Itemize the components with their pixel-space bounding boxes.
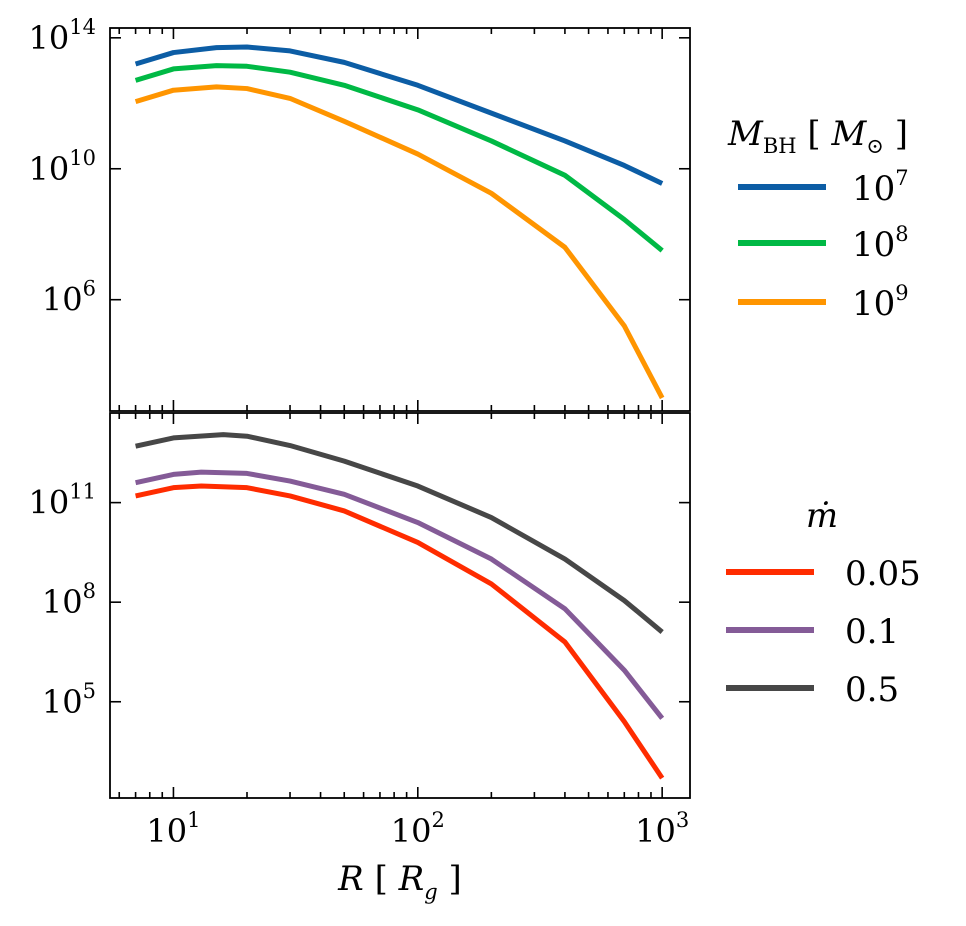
y-tick-label: 105	[42, 679, 96, 721]
legend-label-base: 10	[852, 284, 895, 324]
legend-label-10^9: 109	[852, 281, 909, 324]
series-line-10^7	[134, 44, 664, 186]
x-label-unit-sub: g	[424, 880, 437, 904]
y-tick-exponent: 5	[83, 679, 96, 703]
legend-label-exponent: 9	[895, 281, 908, 305]
y-tick-exponent: 8	[83, 579, 96, 603]
legend-label-10^8: 108	[852, 222, 909, 265]
x-axis-label: R [ Rg ]	[337, 859, 462, 904]
y-tick-label: 1011	[29, 480, 96, 522]
y-tick-base: 10	[29, 19, 70, 57]
legend-title-bracket-open: [	[797, 114, 832, 154]
y-tick-exponent: 14	[69, 15, 96, 39]
legend-label-exponent: 8	[895, 222, 908, 246]
series-line-10^9	[134, 84, 665, 400]
y-tick-base: 10	[42, 583, 83, 621]
y-tick-label: 1010	[29, 146, 96, 188]
y-tick-base: 10	[29, 484, 70, 522]
x-tick-base: 10	[146, 812, 187, 850]
legend-label-base: 10	[852, 169, 895, 209]
plot-frame	[109, 27, 691, 412]
legend-label-exponent: 7	[895, 166, 908, 190]
legend-title-unit: M	[830, 114, 867, 154]
x-tick-label: 102	[391, 808, 445, 850]
x-tick-label: 103	[635, 808, 689, 850]
legend-label-10^7: 107	[852, 166, 909, 209]
x-label-bracket-open: [	[364, 859, 399, 899]
y-tick-exponent: 10	[69, 146, 96, 170]
x-tick-label: 101	[146, 808, 200, 850]
y-tick-base: 10	[42, 281, 83, 319]
y-tick-label: 108	[42, 579, 96, 621]
series-line-10^8	[134, 63, 664, 253]
series-line-0.5	[135, 432, 664, 634]
y-tick-label: 1014	[29, 15, 96, 57]
x-label-symbol: R	[337, 859, 364, 899]
legend-label-0.05: 0.05	[845, 554, 921, 594]
legend-accretion-rate: ṁ0.05 0.1 0.5	[726, 496, 921, 710]
x-tick-exponent: 3	[676, 808, 689, 832]
series-line-0.05	[135, 483, 665, 780]
x-tick-exponent: 1	[187, 808, 200, 832]
y-tick-base: 10	[42, 683, 83, 721]
x-tick-exponent: 2	[431, 808, 444, 832]
y-tick-exponent: 11	[69, 480, 96, 504]
legend-title-bracket-close: ]	[884, 114, 908, 154]
legend-label-base: 10	[852, 225, 895, 265]
y-tick-base: 10	[29, 150, 70, 188]
legend-title-symbol: M	[727, 114, 764, 154]
y-tick-label: 106	[42, 277, 96, 319]
x-tick-base: 10	[391, 812, 432, 850]
y-tick-exponent: 6	[83, 277, 96, 301]
legend-label-0.1: 0.1	[845, 612, 899, 652]
legend-title-unit-sub: ⊙	[866, 134, 884, 158]
plot-frame	[109, 412, 691, 799]
x-label-unit: R	[398, 859, 425, 899]
legend-title: ṁ	[806, 496, 838, 536]
x-label-bracket-close: ]	[438, 859, 462, 899]
series-line-0.1	[135, 469, 665, 720]
x-axis-label-text: R [ Rg ]	[337, 859, 462, 904]
x-tick-base: 10	[635, 812, 676, 850]
legend-title: MBH [ M⊙ ]	[727, 114, 908, 158]
legend-label-0.5: 0.5	[845, 670, 899, 710]
legend-title-sub: BH	[763, 134, 797, 158]
